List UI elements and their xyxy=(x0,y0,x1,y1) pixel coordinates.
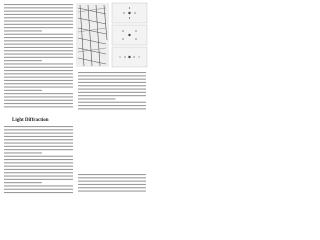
text-line xyxy=(4,66,73,68)
text-line xyxy=(4,10,73,12)
text-line xyxy=(4,129,73,131)
text-line xyxy=(78,78,146,80)
text-line xyxy=(4,43,73,45)
page: Light Diffraction (() => { const data = … xyxy=(0,0,149,198)
text-line xyxy=(4,73,73,75)
text-line xyxy=(78,91,146,93)
text-line xyxy=(4,86,73,88)
text-line xyxy=(78,177,146,179)
text-line xyxy=(4,155,73,157)
text-line xyxy=(4,159,73,161)
text-line xyxy=(78,72,146,74)
paper-page: Light Diffraction xyxy=(0,0,149,198)
text-line xyxy=(78,75,146,77)
lattice-figure xyxy=(76,3,109,67)
text-line xyxy=(4,106,73,108)
text-line xyxy=(4,83,73,85)
text-line xyxy=(78,174,146,176)
text-line xyxy=(4,139,73,141)
text-line xyxy=(4,185,73,187)
text-line xyxy=(78,85,146,87)
text-line xyxy=(4,13,73,15)
text-line xyxy=(4,175,73,177)
text-line xyxy=(78,108,146,110)
text-line xyxy=(4,142,73,144)
text-line xyxy=(78,105,146,107)
text-line xyxy=(4,99,73,101)
text-line xyxy=(4,165,73,167)
text-line xyxy=(4,63,73,65)
text-line xyxy=(4,182,42,184)
text-line xyxy=(4,149,73,151)
text-line xyxy=(4,145,73,147)
text-line xyxy=(4,37,73,39)
text-line xyxy=(78,180,146,182)
text-line xyxy=(4,89,42,91)
text-line xyxy=(4,96,73,98)
text-line xyxy=(4,30,42,32)
diffraction-patterns xyxy=(111,2,148,68)
text-line xyxy=(78,187,146,189)
text-line xyxy=(4,152,42,154)
text-line xyxy=(78,190,146,192)
text-line xyxy=(4,79,73,81)
text-line xyxy=(4,135,73,137)
text-line xyxy=(4,188,73,190)
section-heading: Light Diffraction xyxy=(12,118,49,123)
text-line xyxy=(4,20,73,22)
text-line xyxy=(78,101,146,103)
text-line xyxy=(4,162,73,164)
text-line xyxy=(4,53,73,55)
text-line xyxy=(4,40,73,42)
text-line xyxy=(4,56,73,58)
text-line xyxy=(4,192,73,194)
text-line xyxy=(4,7,73,9)
text-line xyxy=(78,183,146,185)
text-line xyxy=(4,60,42,62)
text-line xyxy=(78,88,146,90)
text-line xyxy=(4,4,73,6)
text-line xyxy=(78,98,116,100)
text-line xyxy=(4,17,73,19)
text-line xyxy=(4,33,73,35)
text-line xyxy=(4,126,73,128)
text-line xyxy=(4,76,73,78)
text-line xyxy=(4,178,73,180)
text-line xyxy=(78,81,146,83)
text-line xyxy=(4,93,73,95)
text-line xyxy=(4,132,73,134)
text-line xyxy=(4,70,73,72)
text-line xyxy=(4,46,73,48)
text-line xyxy=(4,168,73,170)
text-line xyxy=(4,27,73,29)
text-line xyxy=(4,50,73,52)
text-line xyxy=(4,172,73,174)
text-line xyxy=(78,95,146,97)
text-line xyxy=(4,103,73,105)
text-line xyxy=(4,23,73,25)
